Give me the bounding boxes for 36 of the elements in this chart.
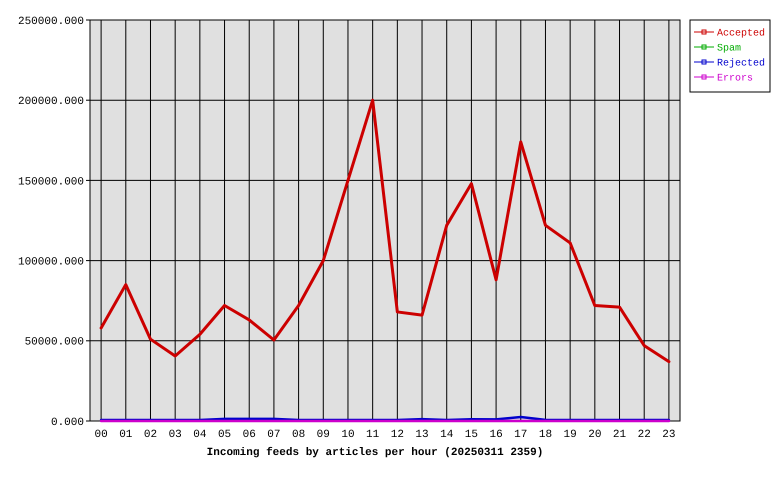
x-tick-label: 17 [514,429,528,441]
x-tick-label: 16 [489,429,503,441]
x-tick-label: 10 [341,429,355,441]
x-tick-label: 13 [415,429,429,441]
x-tick-label: 04 [193,429,207,441]
x-axis-title: Incoming feeds by articles per hour (20250311 2359) [206,446,544,459]
x-tick-label: 01 [119,429,133,441]
x-tick-label: 07 [267,429,281,441]
line-series [100,98,670,364]
legend-label: Spam [717,44,742,54]
x-tick-label: 14 [440,429,454,441]
y-tick-label: 50000.000 [24,336,84,349]
x-tick-label: 23 [662,429,676,441]
legend-label: Errors [717,74,754,84]
y-tick-label: 100000.000 [18,256,84,268]
x-tick-label: 20 [588,429,602,441]
x-tick-label: 08 [292,429,306,441]
x-tick-label: 03 [168,429,182,441]
x-tick-label: 05 [218,429,232,441]
x-tick-label: 11 [366,429,380,441]
x-tick-label: 15 [464,429,478,441]
x-tick-label: 21 [612,429,627,441]
legend-label: Rejected [717,58,766,70]
y-tick-label: 250000.000 [18,16,84,28]
legend-label: Accepted [717,28,766,40]
x-tick-label: 22 [638,429,651,441]
x-tick-label: 00 [94,429,108,441]
y-tick-label: 0.000 [50,416,84,429]
y-tick-label: 150000.000 [18,176,84,188]
x-tick-label: 02 [144,429,158,441]
y-tick-label: 200000.000 [18,96,84,108]
x-tick-label: 19 [564,429,577,441]
x-tick-label: 06 [242,429,256,441]
x-tick-label: 18 [538,429,552,441]
x-tick-label: 09 [316,429,330,441]
x-tick-label: 12 [390,429,404,441]
